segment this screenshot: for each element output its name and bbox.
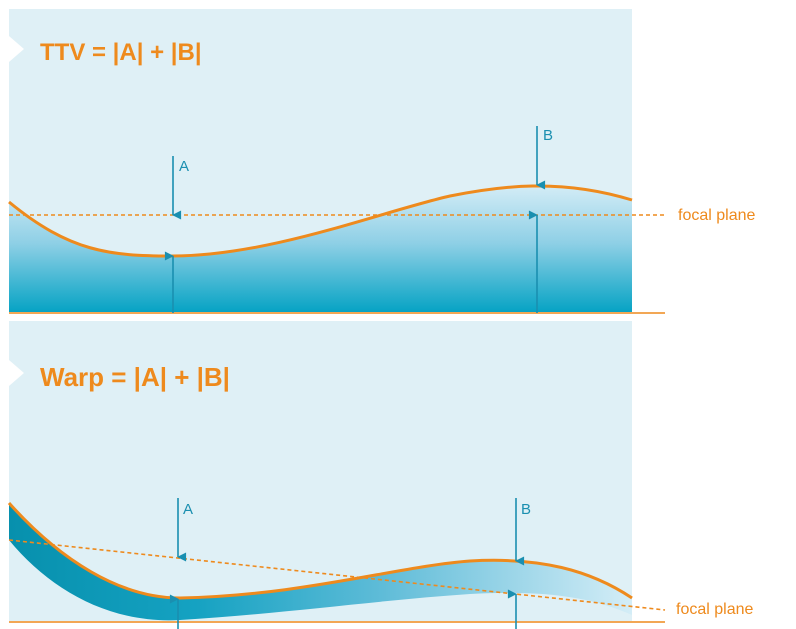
warp-panel: Warp = |A| + |B| focal plane A B [7,321,753,629]
ttv-marker-a-label: A [179,158,189,175]
warp-wafer-body [9,503,632,621]
ttv-focal-plane-label: focal plane [678,207,755,224]
warp-panel-tab-notch [9,360,24,386]
warp-top-surface [7,501,633,600]
ttv-panel-tab-notch [9,36,24,62]
warp-marker-b-label: B [521,501,531,518]
warp-focal-plane-label: focal plane [676,601,753,618]
warp-title: Warp = |A| + |B| [40,362,230,392]
ttv-wafer-body [9,185,632,312]
ttv-title: TTV = |A| + |B| [40,39,202,66]
warp-marker-a-label: A [183,501,193,518]
ttv-panel: TTV = |A| + |B| focal plane A B [8,9,755,314]
ttv-top-surface [8,184,633,258]
ttv-marker-b-label: B [543,127,553,144]
warp-focal-plane-line [8,539,666,611]
